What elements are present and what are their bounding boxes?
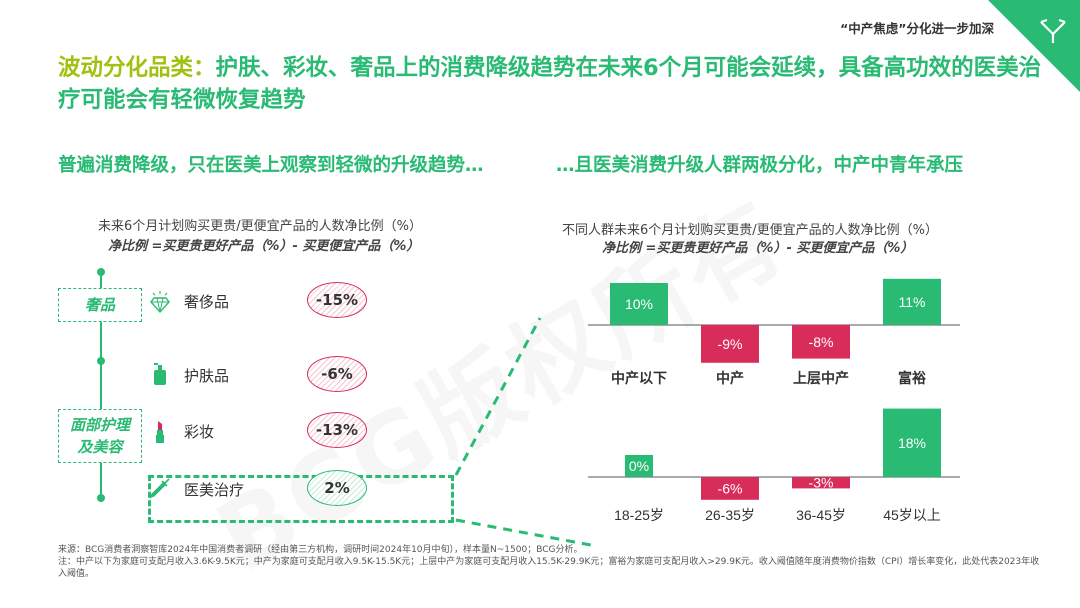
syringe-icon	[149, 478, 170, 499]
connector-line-lower	[455, 518, 597, 548]
right-subtitle: …且医美消费升级人群两极分化，中产中青年承压	[556, 155, 964, 176]
bar-value-label: -3%	[809, 475, 834, 491]
bar-26-35岁	[701, 477, 759, 500]
category-label: 上层中产	[793, 370, 849, 386]
timeline-dot	[97, 268, 105, 276]
category-luxury: 奢品	[58, 288, 142, 322]
chart-income-groups: 10% 中产以下 -9% 中产 -8% 上层中产 11% 富裕	[588, 278, 960, 386]
bar-18-25岁	[625, 455, 653, 477]
bar-value-label: -9%	[718, 336, 743, 352]
left-caption: 未来6个月计划购买更贵/更便宜产品的人数净比例（%）	[98, 219, 423, 234]
bar-value-label: 0%	[629, 458, 649, 474]
lipstick-icon	[156, 421, 164, 443]
bcg-logo-icon	[1040, 18, 1066, 43]
bar-value-label: -8%	[809, 334, 834, 350]
footnote-source: 来源：BCG消费者洞察智库2024年中国消费者调研（经由第三方机构，调研时间20…	[58, 545, 583, 555]
item-name-makeup: 彩妆	[184, 423, 215, 441]
value-pill-skincare: -6%	[307, 356, 367, 392]
footnote-note: 注：中产以下为家庭可支配月收入3.6K-9.5K元；中产为家庭可支配月收入9.5…	[58, 557, 1040, 579]
category-label: 中产以下	[611, 370, 667, 386]
category-label: 26-35岁	[705, 507, 755, 523]
category-face-care: 面部护理及美容	[58, 409, 142, 463]
timeline-dot	[97, 357, 105, 365]
page-title-lead: 波动分化品类：	[58, 55, 216, 81]
right-caption: 不同人群未来6个月计划购买更贵/更便宜产品的人数净比例（%）	[562, 223, 939, 238]
right-caption-formula: 净比例 =买更贵更好产品（%）- 买更便宜产品（%）	[602, 241, 914, 256]
category-label: 18-25岁	[614, 507, 664, 523]
bar-富裕	[883, 278, 941, 325]
value-pill-makeup: -13%	[307, 412, 367, 448]
category-label: 45岁以上	[883, 507, 941, 523]
bar-value-label: 10%	[625, 296, 653, 312]
category-label: 36-45岁	[796, 507, 846, 523]
category-label: 富裕	[898, 370, 926, 386]
page-title-rest: 护肤、彩妆、奢品上的消费降级趋势在未来6个月可能会延续，具备高功效的医美治疗可能…	[58, 55, 1042, 113]
item-name-luxury: 奢侈品	[184, 293, 230, 311]
connector-line-upper	[454, 317, 542, 476]
item-name-medical-aesthetics: 医美治疗	[184, 481, 245, 499]
bar-中产以下	[610, 283, 668, 325]
left-subtitle: 普遍消费降级，只在医美上观察到轻微的升级趋势…	[58, 155, 484, 176]
bar-45岁以上	[883, 408, 941, 477]
page-title: 波动分化品类：护肤、彩妆、奢品上的消费降级趋势在未来6个月可能会延续，具备高功效…	[58, 52, 1048, 116]
value-pill-luxury: -15%	[307, 282, 367, 318]
category-label: 中产	[716, 370, 744, 386]
callout-connector	[454, 317, 597, 548]
section-tag: “中产焦虑”分化进一步加深	[840, 21, 994, 36]
diamond-icon	[150, 291, 170, 314]
timeline-line	[100, 272, 102, 498]
left-caption-formula: 净比例 =买更贵更好产品（%）- 买更便宜产品（%）	[108, 239, 420, 254]
timeline-dot	[97, 494, 105, 502]
value-pill-medical-aesthetics: 2%	[307, 470, 367, 506]
chart-age-groups: 0% 18-25岁 -6% 26-35岁 -3% 36-45岁 18% 45岁以上	[588, 408, 960, 523]
item-name-skincare: 护肤品	[184, 367, 230, 385]
pump-bottle-icon	[154, 363, 166, 385]
bar-value-label: 18%	[898, 435, 926, 451]
bar-36-45岁	[792, 477, 850, 489]
brand-corner	[988, 0, 1080, 92]
bar-value-label: 11%	[899, 294, 926, 310]
bar-中产	[701, 325, 759, 363]
bar-value-label: -6%	[718, 480, 743, 496]
bar-上层中产	[792, 325, 850, 359]
highlight-box-medical-aesthetics	[148, 475, 454, 523]
footnote: 来源：BCG消费者洞察智库2024年中国消费者调研（经由第三方机构，调研时间20…	[58, 544, 1043, 580]
